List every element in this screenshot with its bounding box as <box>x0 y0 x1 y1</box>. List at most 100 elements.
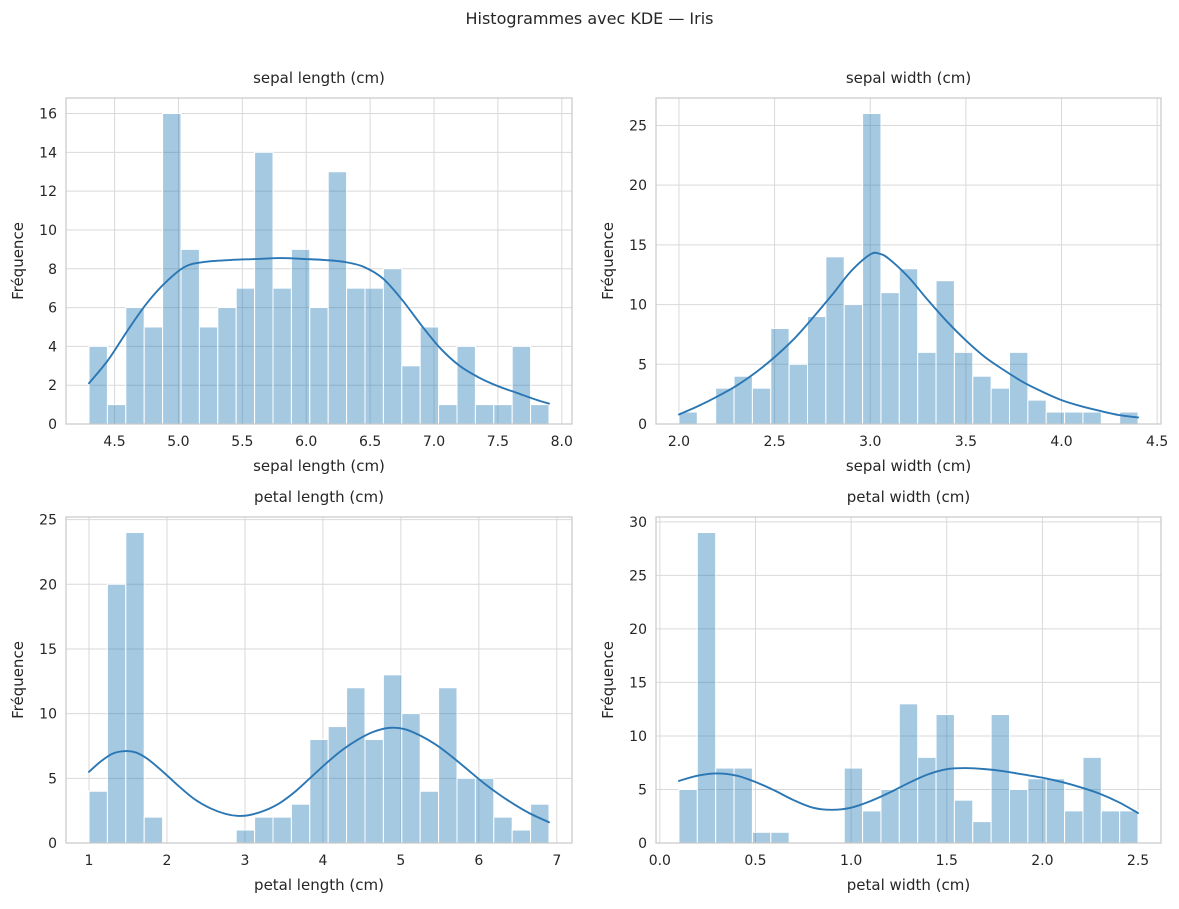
histogram-bar <box>217 307 237 425</box>
x-tick-label: 1.0 <box>840 853 862 869</box>
x-tick-label: 3.0 <box>859 434 881 450</box>
subplot-sepal-length: sepal length (cm) Fréquence 4.5 5.0 5.5 6.0… <box>4 64 594 475</box>
x-tick-label: 0.5 <box>744 853 766 869</box>
y-tick-label: 6 <box>48 301 57 317</box>
histogram-bar <box>1045 778 1066 844</box>
y-tick-label: 0 <box>638 836 647 852</box>
histogram-bar <box>162 113 182 425</box>
histogram-bar <box>143 326 164 425</box>
x-tick-label: 7.0 <box>423 434 445 450</box>
histogram-bar <box>235 287 256 425</box>
histogram-bar <box>898 703 919 844</box>
y-tick-label: 10 <box>629 298 647 314</box>
grid <box>656 517 1161 844</box>
histogram-bar <box>751 831 772 844</box>
axes-spines <box>655 97 1162 425</box>
x-tick-labels: 0.0 0.5 1.0 1.5 2.0 2.5 <box>649 853 1149 869</box>
y-tick-label: 14 <box>39 145 57 161</box>
y-tick-label: 12 <box>39 184 57 200</box>
histogram-bar <box>1082 756 1102 844</box>
histogram-bar <box>733 375 753 425</box>
histogram-bar <box>125 307 145 425</box>
histogram-bar <box>1100 810 1121 844</box>
x-tick-labels: 4.5 5.0 5.5 6.0 6.5 7.0 7.5 8.0 <box>103 434 572 450</box>
x-tick-label: 5.5 <box>231 434 253 450</box>
histogram-bar <box>880 788 900 844</box>
histogram-bar <box>419 326 440 425</box>
histogram-bar <box>327 726 348 844</box>
histogram-bar <box>438 687 458 844</box>
histogram-bar <box>843 304 864 425</box>
x-tick-labels: 1 2 3 4 5 6 7 <box>85 853 562 869</box>
histogram-bar <box>1082 411 1102 425</box>
histogram-bar <box>88 345 108 425</box>
histogram-bar <box>511 345 532 425</box>
histogram-bar <box>198 326 219 425</box>
histogram-bars <box>88 532 550 844</box>
histogram-bar <box>309 739 329 844</box>
histogram-petal-width: 0.0 0.5 1.0 1.5 2.0 2.5 0 5 10 15 20 25 30 <box>629 515 1162 869</box>
histogram-bar <box>401 365 421 425</box>
x-tick-label: 1 <box>85 853 94 869</box>
y-tick-labels: 0 2 4 6 8 10 12 14 16 <box>39 107 57 433</box>
histogram-bar <box>935 280 955 425</box>
histogram-sepal-width: 2.0 2.5 3.0 3.5 4.0 4.5 0 5 10 15 20 25 <box>629 97 1168 450</box>
subplot-title: petal length (cm) <box>254 488 384 506</box>
histogram-petal-length: 1 2 3 4 5 6 7 0 5 10 15 20 25 <box>39 513 573 869</box>
kde-curve <box>88 257 550 405</box>
histogram-bar <box>272 816 292 844</box>
histogram-bar <box>125 532 145 844</box>
histogram-bar <box>807 316 827 425</box>
histogram-bar <box>530 404 550 425</box>
histogram-bar <box>788 363 808 425</box>
y-tick-label: 2 <box>48 378 57 394</box>
histogram-bar <box>364 739 384 844</box>
subplot-title: petal width (cm) <box>846 488 971 506</box>
histogram-bar <box>456 777 476 844</box>
y-tick-labels: 0 5 10 15 20 25 <box>39 513 57 852</box>
y-tick-label: 25 <box>39 513 57 529</box>
x-tick-label: 4.5 <box>1146 434 1168 450</box>
histogram-bars <box>678 532 1139 844</box>
histogram-bar <box>235 829 256 844</box>
x-tick-label: 8.0 <box>551 434 573 450</box>
plot-background <box>66 517 572 843</box>
axes-spines <box>65 516 573 844</box>
x-tick-label: 5 <box>396 853 405 869</box>
x-axis-label: sepal width (cm) <box>845 457 972 475</box>
histogram-bar <box>715 767 735 844</box>
histogram-bar <box>401 713 421 844</box>
histogram-bar <box>990 387 1011 425</box>
histogram-bar <box>972 375 992 425</box>
histogram-bar <box>254 816 274 844</box>
y-tick-label: 20 <box>39 577 57 593</box>
histogram-sepal-length: 4.5 5.0 5.5 6.0 6.5 7.0 7.5 8.0 0 2 4 6 8 10 12 14 16 <box>39 97 573 450</box>
subplot-petal-length: petal length (cm) Fréquence 1 2 3 4 5 6 7 0 5 10 1… <box>4 483 594 894</box>
x-tick-label: 3 <box>240 853 249 869</box>
histogram-bar <box>382 268 403 425</box>
histogram-bar <box>898 268 919 425</box>
y-tick-label: 5 <box>638 782 647 798</box>
y-tick-label: 10 <box>39 707 57 723</box>
y-tick-labels: 0 5 10 15 20 25 30 <box>629 515 647 852</box>
y-tick-label: 10 <box>39 223 57 239</box>
subplot-sepal-width: sepal width (cm) Fréquence 2.0 2.5 3.0 3.5 4… <box>594 64 1179 475</box>
histogram-bar <box>456 345 476 425</box>
histogram-bar <box>346 687 366 844</box>
y-tick-label: 25 <box>629 568 647 584</box>
subplot-title: sepal length (cm) <box>253 69 385 87</box>
x-axis-label: sepal length (cm) <box>253 457 385 475</box>
histogram-bar <box>309 307 329 425</box>
plot-background <box>656 517 1161 843</box>
x-tick-label: 7 <box>552 853 561 869</box>
histogram-bar <box>770 831 790 844</box>
histogram-bar <box>770 327 790 425</box>
x-tick-label: 6.0 <box>295 434 317 450</box>
histogram-bar <box>493 816 513 844</box>
x-tick-label: 2 <box>163 853 172 869</box>
histogram-bar <box>254 151 274 425</box>
histogram-bar <box>751 387 772 425</box>
x-tick-labels: 2.0 2.5 3.0 3.5 4.0 4.5 <box>668 434 1168 450</box>
x-tick-label: 5.0 <box>167 434 189 450</box>
